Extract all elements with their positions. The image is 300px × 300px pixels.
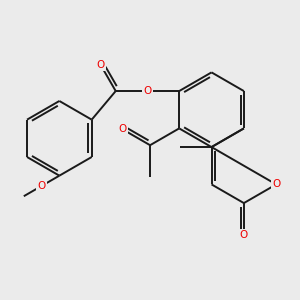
Text: O: O bbox=[272, 179, 280, 189]
Text: O: O bbox=[97, 60, 105, 70]
Text: O: O bbox=[118, 124, 127, 134]
Text: O: O bbox=[240, 230, 248, 240]
Text: O: O bbox=[38, 181, 46, 191]
Text: O: O bbox=[143, 86, 152, 96]
